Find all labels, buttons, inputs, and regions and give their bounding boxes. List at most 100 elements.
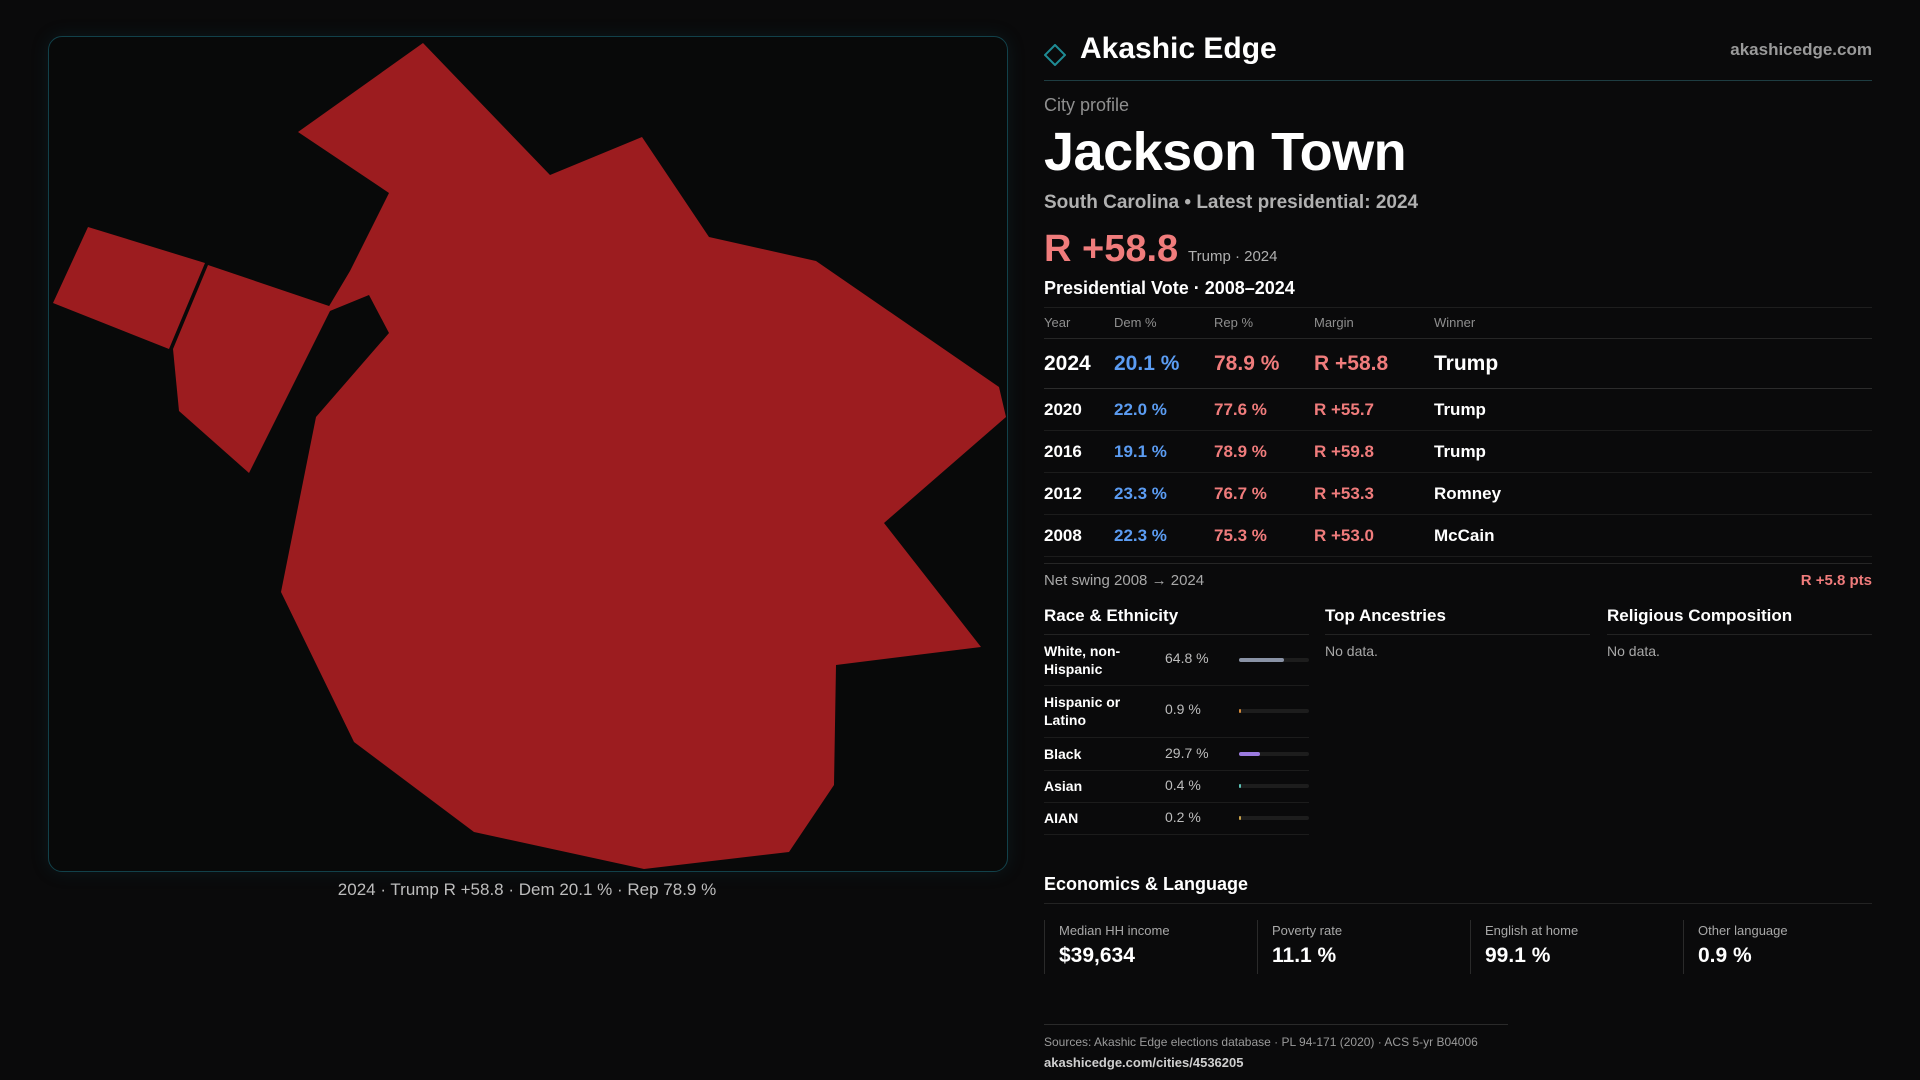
stat-value: 11.1 % [1272, 944, 1337, 967]
header-margin: Margin [1314, 308, 1434, 339]
dem-cell: 22.0 % [1114, 388, 1214, 431]
other-language-stat: Other language 0.9 % [1683, 920, 1873, 974]
dem-cell: 22.3 % [1114, 514, 1214, 557]
race-bar-track [1239, 784, 1309, 788]
table-row: 2020 22.0 % 77.6 % R +55.7 Trump [1044, 388, 1872, 431]
list-item: Hispanic or Latino 0.9 % [1044, 686, 1309, 738]
race-pct: 0.2 % [1165, 809, 1201, 825]
religion-title: Religious Composition [1607, 606, 1872, 635]
winner-cell: Trump [1434, 430, 1872, 473]
stat-value: $39,634 [1059, 944, 1135, 967]
race-bar-fill [1239, 658, 1284, 662]
year-cell: 2020 [1044, 388, 1114, 431]
race-label: Black [1044, 746, 1082, 762]
margin-cell: R +55.7 [1314, 388, 1434, 431]
table-row: 2016 19.1 % 78.9 % R +59.8 Trump [1044, 430, 1872, 473]
table-row: 2012 23.3 % 76.7 % R +53.3 Romney [1044, 472, 1872, 515]
race-bar-track [1239, 709, 1309, 713]
race-bar-track [1239, 816, 1309, 820]
winner-cell: Trump [1434, 388, 1872, 431]
stat-label: English at home [1485, 923, 1579, 938]
vote-table: Year Dem % Rep % Margin Winner 2024 20.1… [1044, 308, 1872, 557]
vote-table-header: Year Dem % Rep % Margin Winner [1044, 308, 1872, 339]
list-item: Black 29.7 % [1044, 738, 1309, 771]
profile-panel: Akashic Edge akashicedge.com City profil… [1044, 30, 1872, 1070]
header-year: Year [1044, 308, 1114, 339]
headline-margin: R +58.8 [1044, 228, 1179, 270]
stat-value: 0.9 % [1698, 944, 1752, 967]
map-caption: 2024 · Trump R +58.8 · Dem 20.1 % · Rep … [337, 880, 717, 899]
headline-note: Trump · 2024 [1188, 248, 1278, 265]
city-map[interactable] [48, 36, 1008, 872]
year-cell: 2016 [1044, 430, 1114, 473]
city-boundary-main [281, 43, 1006, 869]
race-label: Asian [1044, 778, 1083, 794]
dem-cell: 20.1 % [1114, 338, 1214, 389]
religion-panel: Religious Composition No data. [1607, 606, 1872, 659]
winner-cell: Romney [1434, 472, 1872, 515]
net-swing-label: Net swing 2008 → 2024 [1044, 572, 1205, 589]
stat-label: Other language [1698, 923, 1788, 938]
dem-cell: 23.3 % [1114, 472, 1214, 515]
year-cell: 2012 [1044, 472, 1114, 515]
city-boundary-map [53, 43, 1006, 869]
header-rep: Rep % [1214, 308, 1314, 339]
race-pct: 0.9 % [1165, 701, 1201, 717]
brand-url-link[interactable]: akashicedge.com [1730, 40, 1872, 59]
rep-cell: 77.6 % [1214, 388, 1314, 431]
race-bar-fill [1239, 752, 1260, 756]
ancestries-title: Top Ancestries [1325, 606, 1590, 635]
city-boundary-west-parcel [53, 227, 205, 349]
stat-label: Median HH income [1059, 923, 1170, 938]
stat-label: Poverty rate [1272, 923, 1343, 938]
sources-footer: Sources: Akashic Edge elections database… [1044, 1024, 1508, 1070]
margin-cell: R +59.8 [1314, 430, 1434, 473]
map-shapes [53, 43, 1006, 869]
religion-empty: No data. [1607, 643, 1660, 659]
page-title: Jackson Town [1044, 122, 1407, 182]
poverty-rate-stat: Poverty rate 11.1 % [1257, 920, 1464, 974]
brand-header: Akashic Edge akashicedge.com [1044, 30, 1872, 81]
race-ethnicity-panel: Race & Ethnicity White, non-Hispanic 64.… [1044, 606, 1309, 835]
brand-name: Akashic Edge [1080, 32, 1277, 65]
demographics-section: Race & Ethnicity White, non-Hispanic 64.… [1044, 606, 1872, 846]
median-income-stat: Median HH income $39,634 [1044, 920, 1251, 974]
ancestries-panel: Top Ancestries No data. [1325, 606, 1590, 659]
list-item: Asian 0.4 % [1044, 771, 1309, 803]
location-subline: South Carolina • Latest presidential: 20… [1044, 192, 1419, 213]
winner-cell: Trump [1434, 338, 1872, 389]
source-url-link[interactable]: akashicedge.com/cities/4536205 [1044, 1055, 1244, 1070]
race-bar-fill [1239, 709, 1241, 713]
headline-result: R +58.8 Trump · 2024 [1044, 228, 1872, 270]
race-pct: 0.4 % [1165, 777, 1201, 793]
list-item: AIAN 0.2 % [1044, 803, 1309, 835]
margin-cell: R +53.3 [1314, 472, 1434, 515]
rep-cell: 75.3 % [1214, 514, 1314, 557]
margin-cell: R +58.8 [1314, 338, 1434, 389]
header-winner: Winner [1434, 308, 1872, 339]
vote-table-title: Presidential Vote · 2008–2024 [1044, 278, 1872, 308]
rep-cell: 76.7 % [1214, 472, 1314, 515]
table-row: 2024 20.1 % 78.9 % R +58.8 Trump [1044, 338, 1872, 389]
header-dem: Dem % [1114, 308, 1214, 339]
dem-cell: 19.1 % [1114, 430, 1214, 473]
margin-cell: R +53.0 [1314, 514, 1434, 557]
race-bar-fill [1239, 816, 1241, 820]
economics-title: Economics & Language [1044, 874, 1872, 904]
stat-value: 99.1 % [1485, 944, 1551, 967]
race-label: AIAN [1044, 810, 1079, 826]
race-bar-track [1239, 752, 1309, 756]
rep-cell: 78.9 % [1214, 430, 1314, 473]
profile-type-label: City profile [1044, 95, 1130, 115]
economics-stats: Median HH income $39,634 Poverty rate 11… [1044, 920, 1872, 976]
city-boundary-southwest-parcel [173, 265, 332, 473]
race-label: White, non-Hispanic [1044, 643, 1121, 677]
net-swing-value: R +5.8 pts [1800, 572, 1872, 589]
list-item: White, non-Hispanic 64.8 % [1044, 635, 1309, 686]
race-label: Hispanic or Latino [1044, 694, 1121, 728]
ancestries-empty: No data. [1325, 643, 1378, 659]
year-cell: 2024 [1044, 338, 1114, 389]
race-bar-fill [1239, 784, 1241, 788]
year-cell: 2008 [1044, 514, 1114, 557]
race-pct: 29.7 % [1165, 745, 1209, 761]
